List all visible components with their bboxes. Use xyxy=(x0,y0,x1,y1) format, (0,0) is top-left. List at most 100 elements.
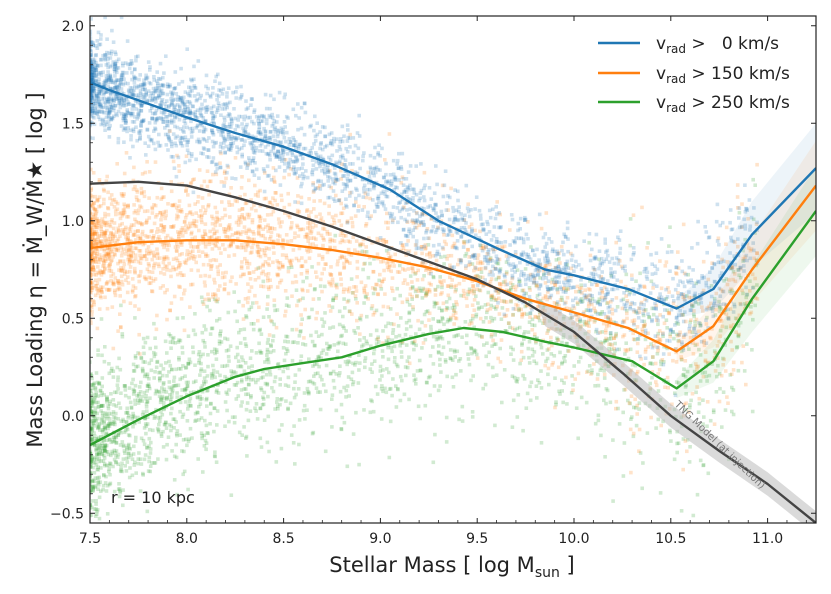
scatter-point xyxy=(738,320,743,325)
scatter-point xyxy=(427,236,432,241)
scatter-point xyxy=(194,224,199,229)
scatter-point xyxy=(94,230,99,234)
scatter-point xyxy=(90,461,93,466)
scatter-point xyxy=(329,371,333,376)
scatter-point xyxy=(228,243,233,247)
scatter-point xyxy=(147,275,151,280)
scatter-point xyxy=(91,217,96,222)
scatter-point xyxy=(603,296,607,300)
scatter-point xyxy=(643,347,648,352)
scatter-point xyxy=(90,238,92,242)
scatter-point xyxy=(94,438,98,443)
scatter-point xyxy=(263,360,267,364)
scatter-point xyxy=(131,369,136,373)
scatter-point xyxy=(730,385,734,390)
scatter-point xyxy=(239,388,244,392)
scatter-point xyxy=(227,254,231,258)
scatter-point xyxy=(167,359,171,364)
scatter-point xyxy=(256,275,261,280)
scatter-point xyxy=(523,330,527,334)
scatter-point xyxy=(164,457,169,462)
scatter-point xyxy=(449,285,453,289)
scatter-point xyxy=(717,399,722,404)
scatter-point xyxy=(399,181,404,185)
scatter-point xyxy=(223,364,227,368)
scatter-point xyxy=(330,142,335,147)
scatter-point xyxy=(213,205,218,210)
scatter-point xyxy=(511,285,516,289)
scatter-point xyxy=(436,351,441,355)
scatter-point xyxy=(472,291,476,296)
scatter-point xyxy=(625,299,630,303)
scatter-point xyxy=(535,293,540,298)
scatter-point xyxy=(223,213,228,218)
scatter-point xyxy=(117,482,121,486)
scatter-point xyxy=(292,395,297,400)
scatter-point xyxy=(128,229,133,233)
scatter-point xyxy=(162,400,166,405)
scatter-point xyxy=(104,416,109,421)
scatter-point xyxy=(380,280,384,284)
scatter-point xyxy=(102,263,106,268)
scatter-point xyxy=(154,327,159,332)
scatter-point xyxy=(139,462,144,466)
scatter-point xyxy=(146,382,151,387)
scatter-point xyxy=(116,387,120,391)
scatter-point xyxy=(467,255,471,259)
scatter-point xyxy=(198,274,203,278)
scatter-point xyxy=(414,332,418,336)
scatter-point xyxy=(587,301,591,306)
scatter-point xyxy=(381,341,385,345)
scatter-point xyxy=(228,344,233,348)
scatter-point xyxy=(201,302,206,306)
scatter-point xyxy=(701,374,706,379)
scatter-point xyxy=(679,349,684,354)
scatter-point xyxy=(696,364,700,369)
scatter-point xyxy=(607,323,611,328)
scatter-point xyxy=(446,293,451,298)
scatter-point xyxy=(475,256,480,261)
scatter-point xyxy=(708,418,713,423)
scatter-point xyxy=(143,170,148,175)
scatter-point xyxy=(656,322,660,327)
scatter-point xyxy=(374,337,379,342)
scatter-point xyxy=(427,311,432,316)
scatter-point xyxy=(178,400,183,405)
scatter-point xyxy=(110,305,115,309)
scatter-point xyxy=(717,305,722,309)
scatter-point xyxy=(93,434,97,439)
scatter-point xyxy=(514,284,519,289)
scatter-point xyxy=(142,416,147,421)
scatter-point xyxy=(643,337,648,342)
scatter-point xyxy=(164,213,168,218)
scatter-point xyxy=(266,272,271,276)
scatter-point xyxy=(100,404,104,408)
scatter-point xyxy=(695,385,699,389)
scatter-point xyxy=(603,330,608,335)
scatter-point xyxy=(281,246,286,250)
scatter-point xyxy=(90,482,93,487)
scatter-point xyxy=(681,437,686,441)
scatter-point xyxy=(299,152,303,157)
scatter-point xyxy=(135,393,139,398)
scatter-point xyxy=(303,343,308,347)
scatter-point xyxy=(180,351,185,355)
scatter-point xyxy=(629,394,634,398)
scatter-point xyxy=(270,386,274,390)
scatter-point xyxy=(90,437,94,442)
scatter-point xyxy=(407,318,412,323)
scatter-point xyxy=(104,282,109,286)
scatter-point xyxy=(375,392,380,396)
scatter-point xyxy=(202,229,207,233)
scatter-point xyxy=(138,133,142,137)
scatter-point xyxy=(473,265,477,270)
scatter-point xyxy=(103,426,107,430)
scatter-point xyxy=(90,220,93,225)
scatter-point xyxy=(390,276,395,280)
scatter-point xyxy=(364,245,368,249)
scatter-point xyxy=(450,278,454,282)
scatter-point xyxy=(91,421,95,426)
scatter-point xyxy=(267,315,271,319)
scatter-point xyxy=(661,331,665,335)
scatter-point xyxy=(90,336,92,341)
